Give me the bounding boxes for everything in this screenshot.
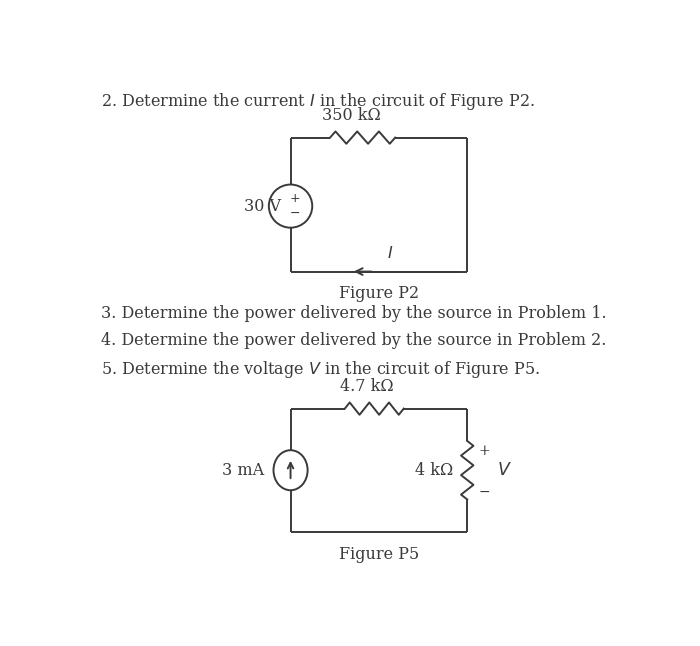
Text: 3. Determine the power delivered by the source in Problem 1.: 3. Determine the power delivered by the …	[102, 305, 607, 322]
Text: 4.7 kΩ: 4.7 kΩ	[340, 378, 393, 395]
Text: −: −	[479, 484, 490, 499]
Text: −: −	[290, 207, 300, 220]
Text: 4 kΩ: 4 kΩ	[415, 462, 454, 479]
Text: 3 mA: 3 mA	[222, 462, 264, 479]
Text: Figure P2: Figure P2	[339, 286, 419, 302]
Text: 4. Determine the power delivered by the source in Problem 2.: 4. Determine the power delivered by the …	[102, 331, 607, 349]
Text: 5. Determine the voltage $V$ in the circuit of Figure P5.: 5. Determine the voltage $V$ in the circ…	[102, 359, 540, 380]
Text: +: +	[479, 444, 490, 458]
Text: +: +	[290, 192, 300, 205]
Text: Figure P5: Figure P5	[339, 546, 419, 563]
Text: 30 V: 30 V	[244, 198, 281, 214]
Text: $I$: $I$	[386, 245, 393, 262]
Text: $V$: $V$	[497, 462, 512, 479]
Text: 350 kΩ: 350 kΩ	[321, 107, 380, 124]
Text: 2. Determine the current $I$ in the circuit of Figure P2.: 2. Determine the current $I$ in the circ…	[102, 91, 536, 112]
